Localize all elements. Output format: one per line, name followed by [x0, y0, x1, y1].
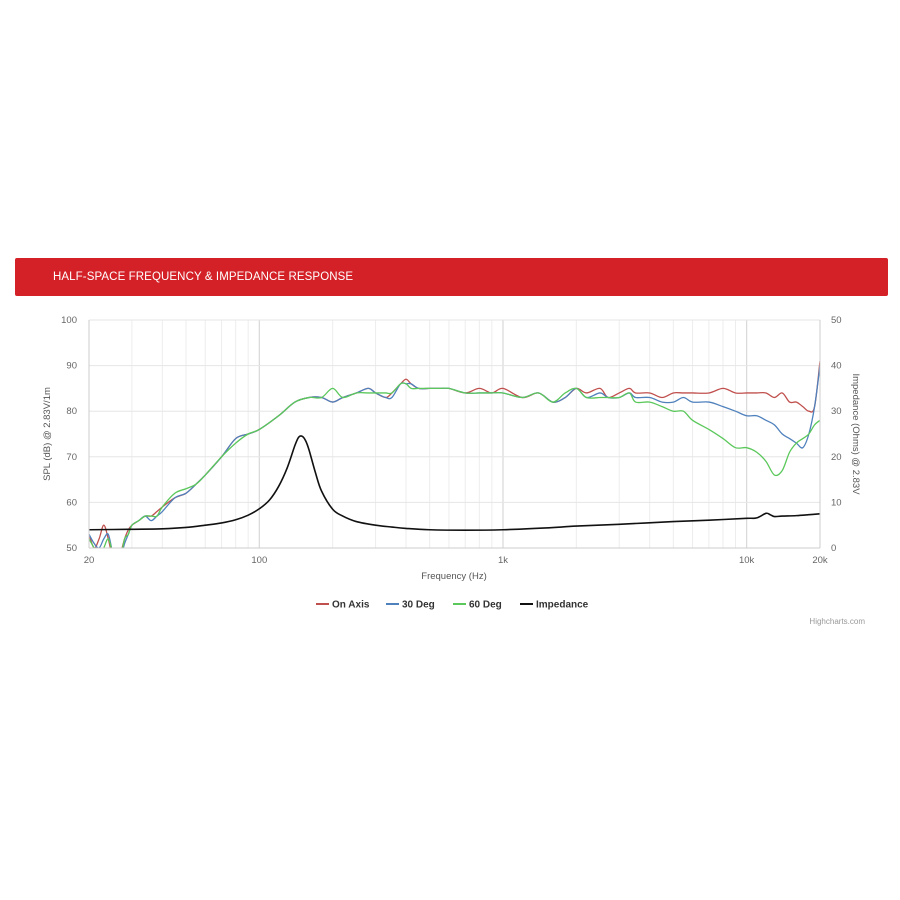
y2-tick-label: 0	[831, 543, 836, 554]
grid-lines	[88, 319, 821, 549]
legend-label: 60 Deg	[469, 600, 502, 611]
y2-tick-label: 40	[831, 361, 842, 372]
y2-tick-label: 50	[831, 315, 842, 326]
y-tick-label: 100	[61, 315, 77, 326]
chart-header-banner: HALF-SPACE FREQUENCY & IMPEDANCE RESPONS…	[15, 258, 888, 296]
y-tick-label: 60	[66, 497, 77, 508]
chart-header-title: HALF-SPACE FREQUENCY & IMPEDANCE RESPONS…	[53, 271, 354, 283]
y2-tick-label: 20	[831, 452, 842, 463]
series-line-impedance	[89, 435, 820, 532]
y-tick-label: 50	[66, 543, 77, 554]
y2-tick-label: 30	[831, 406, 842, 417]
x-tick-label: 1k	[498, 555, 508, 566]
y-axis-title: SPL (dB) @ 2.83V/1m	[42, 387, 53, 481]
legend-item-30-deg[interactable]: 30 Deg	[386, 600, 435, 611]
legend-label: Impedance	[536, 600, 589, 611]
legend-item-60-deg[interactable]: 60 Deg	[453, 600, 502, 611]
series-line-on-axis	[89, 360, 820, 548]
y2-tick-label: 10	[831, 497, 842, 508]
axes: 50 60 70 80 90 100 0 10 20 30 40 50 20 100 1k 10k 20k	[61, 315, 841, 566]
x-tick-label: 100	[251, 555, 267, 566]
y-tick-label: 70	[66, 452, 77, 463]
plot-series	[89, 360, 820, 548]
x-tick-label: 20k	[812, 555, 828, 566]
credits-link[interactable]: Highcharts.com	[809, 617, 865, 626]
legend-item-on-axis[interactable]: On Axis	[316, 600, 370, 611]
y2-axis-title: Impedance (Ohms) @ 2.83V	[850, 373, 861, 495]
x-tick-label: 20	[84, 555, 95, 566]
series-line-30-deg	[89, 365, 820, 548]
x-axis-title: Frequency (Hz)	[421, 571, 486, 582]
legend-label: On Axis	[332, 600, 370, 611]
legend-label: 30 Deg	[402, 600, 435, 611]
legend[interactable]: On Axis 30 Deg 60 Deg Impedance	[316, 600, 589, 611]
y-tick-label: 80	[66, 406, 77, 417]
x-tick-label: 10k	[739, 555, 755, 566]
legend-item-impedance[interactable]: Impedance	[520, 600, 589, 611]
y-tick-label: 90	[66, 361, 77, 372]
series-line-60-deg	[89, 382, 820, 548]
